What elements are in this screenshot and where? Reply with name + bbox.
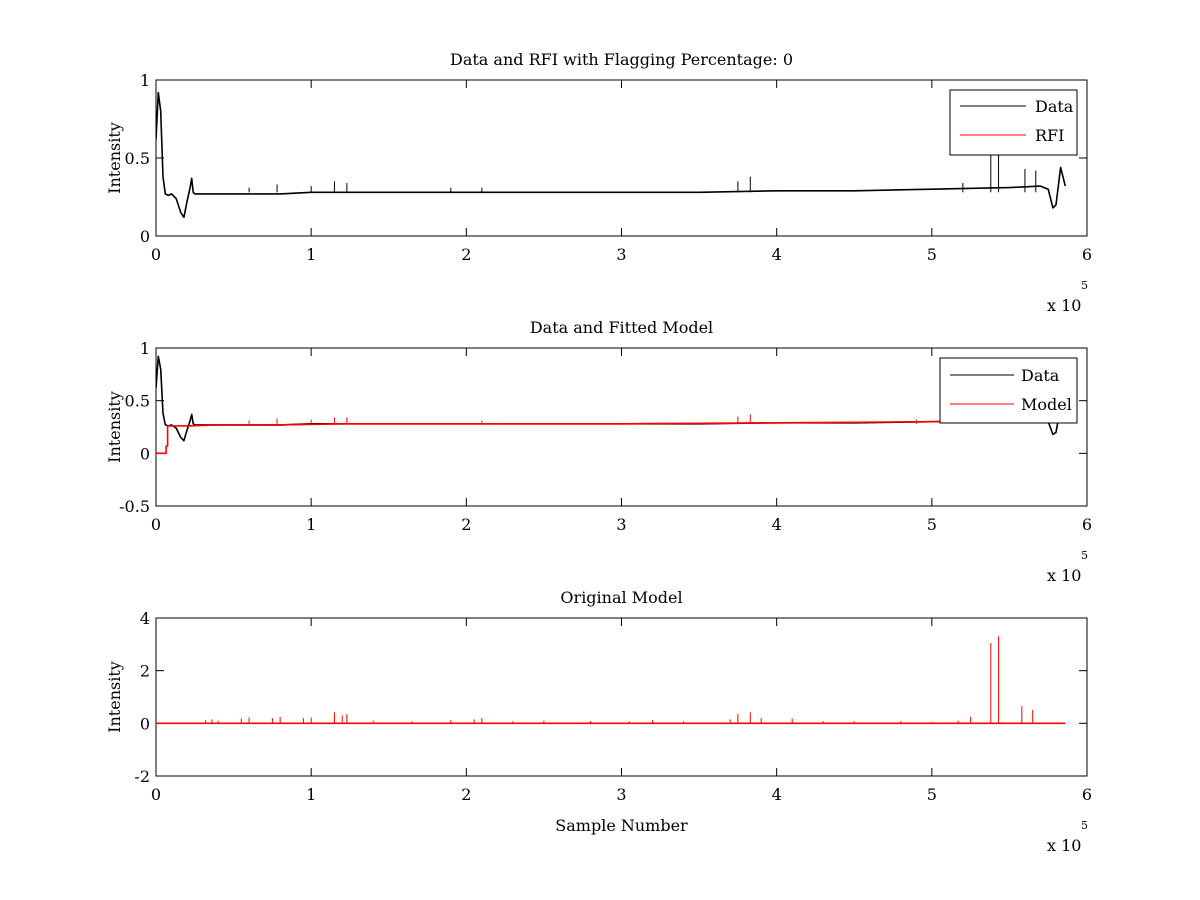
x-tick-label: 4 xyxy=(772,785,782,804)
y-axis-label: Intensity xyxy=(105,661,124,733)
x-multiplier-base: x 10 xyxy=(1047,836,1081,855)
y-axis-label: Intensity xyxy=(105,122,124,194)
y-tick-label: 0 xyxy=(140,714,150,733)
series-line-model xyxy=(156,420,1025,455)
legend-box xyxy=(939,357,1078,424)
plot-area xyxy=(155,347,1088,507)
x-tick-label: 5 xyxy=(927,515,937,534)
x-tick-label: 2 xyxy=(461,515,471,534)
x-tick-label: 5 xyxy=(927,245,937,264)
legend-entry-data: Data xyxy=(1021,366,1060,385)
y-tick-label: -0.5 xyxy=(119,497,150,516)
y-tick-label: 2 xyxy=(140,662,150,681)
y-tick-label: 1 xyxy=(140,339,150,358)
x-tick-label: 1 xyxy=(306,515,316,534)
x-multiplier-base: x 10 xyxy=(1047,566,1081,585)
legend: Data RFI xyxy=(949,89,1078,156)
y-tick-label: 0.5 xyxy=(125,392,150,411)
x-tick-label: 2 xyxy=(461,245,471,264)
x-multiplier-base: x 10 xyxy=(1047,296,1081,315)
x-multiplier-exponent: 5 xyxy=(1081,819,1088,832)
plot-area xyxy=(155,617,1088,777)
y-tick-label: 0.5 xyxy=(125,149,150,168)
y-tick-label: 0 xyxy=(140,444,150,463)
x-tick-label: 6 xyxy=(1082,785,1092,804)
x-tick-label: 3 xyxy=(616,515,626,534)
y-tick-label: 1 xyxy=(140,71,150,90)
x-tick-label: 3 xyxy=(616,245,626,264)
x-tick-label: 6 xyxy=(1082,245,1092,264)
x-tick-label: 2 xyxy=(461,785,471,804)
legend-entry-model: Model xyxy=(1021,395,1072,414)
x-axis-label: Sample Number xyxy=(555,816,688,835)
chart-title: Data and Fitted Model xyxy=(530,318,713,337)
x-tick-label: 5 xyxy=(927,785,937,804)
x-tick-label: 0 xyxy=(151,515,161,534)
legend-entry-rfi: RFI xyxy=(1035,126,1064,145)
x-multiplier-exponent: 5 xyxy=(1081,279,1088,292)
legend: Data Model xyxy=(939,357,1078,424)
chart-title: Data and RFI with Flagging Percentage: 0 xyxy=(450,50,793,69)
y-tick-label: 4 xyxy=(140,609,150,628)
y-axis-label: Intensity xyxy=(105,391,124,463)
series-line-data xyxy=(156,91,1067,219)
y-tick-label: 0 xyxy=(140,227,150,246)
plot-area xyxy=(155,79,1088,237)
x-tick-label: 6 xyxy=(1082,515,1092,534)
x-tick-label: 1 xyxy=(306,785,316,804)
y-tick-label: -2 xyxy=(134,767,150,786)
legend-box xyxy=(949,89,1078,156)
x-tick-label: 4 xyxy=(772,245,782,264)
x-tick-label: 3 xyxy=(616,785,626,804)
x-tick-label: 4 xyxy=(772,515,782,534)
x-tick-label: 0 xyxy=(151,245,161,264)
x-tick-label: 1 xyxy=(306,245,316,264)
data-layer xyxy=(156,91,1067,219)
x-multiplier-exponent: 5 xyxy=(1081,549,1088,562)
legend-entry-data: Data xyxy=(1035,97,1074,116)
chart-title: Original Model xyxy=(560,588,682,607)
data-layer xyxy=(156,636,1066,725)
x-tick-label: 0 xyxy=(151,785,161,804)
